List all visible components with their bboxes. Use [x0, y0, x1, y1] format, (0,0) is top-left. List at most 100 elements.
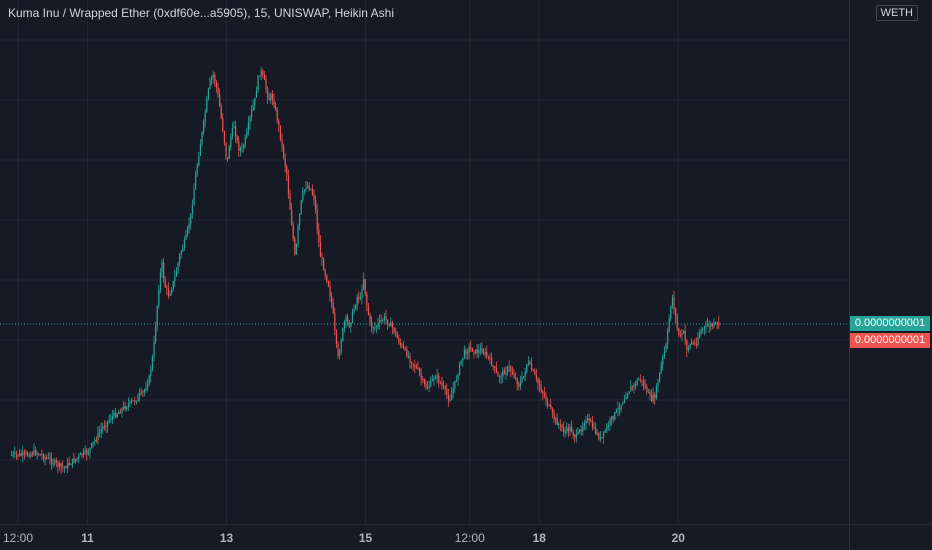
candle-up [583, 423, 586, 427]
candle-down [65, 466, 67, 469]
candle-up [353, 308, 355, 312]
candle-down [25, 452, 27, 454]
candle-down [686, 340, 688, 351]
currency-badge[interactable]: WETH [875, 5, 918, 21]
candle-up [630, 386, 632, 392]
candle-up [148, 375, 150, 385]
candle-down [510, 366, 512, 372]
candle-down [535, 374, 538, 379]
candle-down [28, 455, 30, 457]
candle-up [691, 342, 693, 345]
candle-down [279, 125, 282, 140]
candle-down [497, 372, 499, 377]
candle-down [391, 322, 394, 328]
candle-down [17, 454, 19, 456]
candle-up [593, 426, 595, 428]
candle-down [591, 422, 594, 428]
candle-up [22, 452, 24, 456]
time-axis[interactable]: 12:00 11 13 15 12:00 18 20 [3, 531, 685, 545]
candle-down [678, 328, 680, 335]
candle-down [708, 325, 710, 327]
candle-down [649, 392, 651, 396]
candle-up [452, 388, 454, 394]
candle-up [659, 372, 661, 383]
candle-down [716, 322, 718, 324]
candle-up [185, 234, 187, 240]
candle-up [683, 330, 685, 333]
candle-up [655, 386, 658, 399]
candle-up [430, 380, 432, 387]
candle-up [363, 279, 365, 290]
candle-up [463, 350, 466, 358]
candle-up [260, 70, 262, 76]
candle-up [459, 363, 461, 375]
candle-down [103, 426, 106, 428]
candle-down [641, 379, 643, 381]
candle-down [327, 281, 330, 287]
candle-up [14, 452, 16, 454]
candle-up [67, 462, 69, 469]
candle-down [643, 380, 645, 386]
candle-up [671, 297, 674, 307]
candle-up [575, 434, 578, 438]
candles [11, 66, 720, 474]
candle-up [83, 451, 85, 456]
candle-up [123, 406, 125, 409]
candle-down [284, 157, 286, 167]
candle-up [710, 324, 712, 327]
candle-up [351, 311, 354, 323]
candle-up [526, 364, 528, 372]
candle-up [310, 188, 312, 190]
candle-up [105, 426, 107, 428]
candle-up [407, 355, 410, 357]
candle-down [31, 453, 34, 455]
candle-down [694, 342, 696, 344]
candle-down [331, 295, 333, 304]
candle-down [491, 357, 493, 366]
candle-up [241, 147, 243, 149]
candle-down [492, 365, 494, 367]
candle-up [107, 420, 109, 427]
candle-down [489, 357, 491, 359]
previous-price-tag: 0.0000000001 [850, 333, 930, 348]
candle-down [166, 287, 168, 289]
candle-up [132, 400, 134, 402]
candle-up [199, 144, 202, 156]
candle-up [566, 427, 568, 432]
candle-up [206, 98, 208, 113]
candle-up [302, 190, 304, 201]
candle-up [102, 426, 104, 430]
candle-up [203, 121, 205, 132]
candle-up [519, 381, 522, 387]
candle-up [54, 460, 56, 464]
time-axis-tick-label: 15 [359, 531, 373, 545]
candle-down [46, 457, 48, 459]
candle-up [427, 387, 429, 389]
candle-up [611, 416, 613, 420]
candle-down [481, 348, 483, 354]
candle-down [62, 466, 64, 468]
candle-up [662, 356, 664, 365]
candle-up [171, 289, 173, 294]
candle-up [455, 379, 458, 381]
candle-up [340, 340, 342, 353]
candle-down [441, 382, 443, 386]
candle-up [467, 352, 469, 354]
candle-down [267, 88, 269, 98]
candle-up [548, 404, 550, 406]
candle-up [180, 251, 182, 255]
candle-up [462, 357, 464, 361]
candle-down [335, 330, 338, 344]
candle-up [135, 401, 138, 403]
candle-up [449, 400, 451, 402]
candle-down [131, 400, 133, 402]
candle-up [300, 200, 302, 214]
candle-down [316, 209, 318, 230]
candle-up [665, 344, 667, 352]
candle-up [681, 332, 683, 336]
candle-down [635, 383, 637, 385]
candle-up [585, 421, 587, 424]
candle-up [228, 147, 230, 159]
